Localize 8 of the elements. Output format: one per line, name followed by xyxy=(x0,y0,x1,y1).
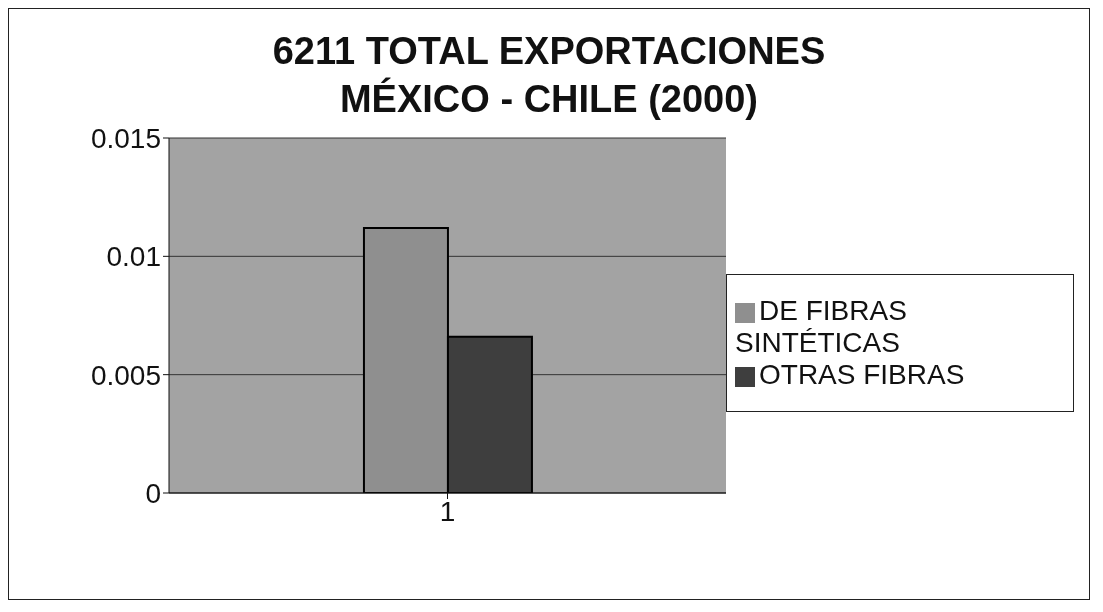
chart-title: 6211 TOTAL EXPORTACIONES MÉXICO - CHILE (2000) xyxy=(271,29,827,122)
y-tick-label: 0.01 xyxy=(106,241,161,273)
y-tick-label: 0 xyxy=(145,477,161,509)
legend-label: OTRAS FIBRAS xyxy=(759,359,965,390)
y-tick-label: 0.015 xyxy=(90,122,161,154)
y-tick-label: 0.005 xyxy=(90,359,161,391)
legend-label: DE FIBRAS SINTÉTICAS xyxy=(735,295,907,358)
x-tick-label: 1 xyxy=(439,495,456,527)
